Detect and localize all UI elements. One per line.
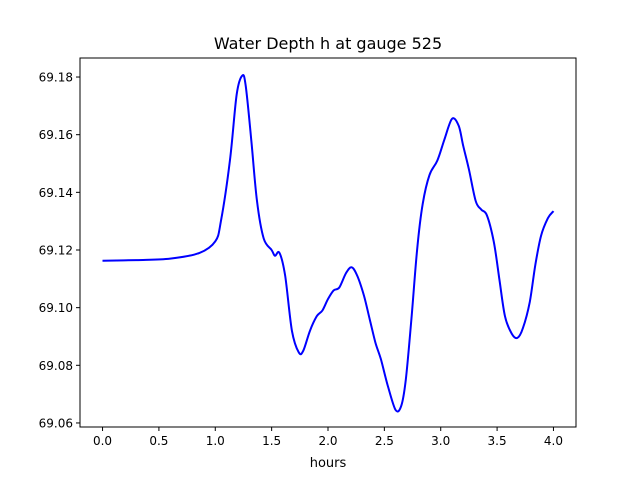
x-tick-label: 2.5 [375,434,394,448]
x-tick-label: 0.0 [93,434,112,448]
y-tick-label: 69.18 [39,71,73,85]
x-tick-label: 4.0 [544,434,563,448]
x-tick-label: 3.5 [488,434,507,448]
x-tick-label: 2.0 [318,434,337,448]
x-axis: 0.0 0.5 1.0 1.5 2.0 2.5 3.0 3.5 4.0 [93,427,563,448]
y-tick-label: 69.16 [39,128,73,142]
x-tick-label: 1.5 [262,434,281,448]
x-tick-label: 0.5 [149,434,168,448]
series-line-h [102,74,555,413]
y-tick-label: 69.08 [39,359,73,373]
y-tick-label: 69.14 [39,186,73,200]
plot-area [102,74,555,413]
y-tick-label: 69.10 [39,301,73,315]
chart-title: Water Depth h at gauge 525 [214,34,442,53]
x-tick-label: 1.0 [206,434,225,448]
x-axis-label: hours [310,456,347,471]
y-tick-label: 69.06 [39,416,73,430]
y-tick-label: 69.12 [39,243,73,257]
x-tick-label: 3.0 [431,434,450,448]
axes-frame [79,57,577,428]
y-axis: 69.06 69.08 69.10 69.12 69.14 69.16 69.18 [39,71,80,430]
